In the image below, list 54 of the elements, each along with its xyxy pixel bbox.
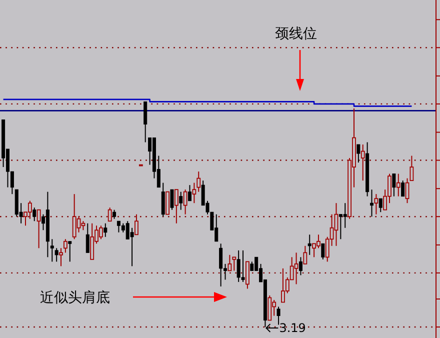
candlestick	[294, 252, 298, 285]
candlestick	[228, 254, 232, 272]
candlestick	[104, 222, 108, 238]
candlestick	[54, 248, 58, 262]
candlestick	[334, 202, 338, 246]
candlestick	[166, 191, 170, 215]
candlestick	[32, 207, 36, 222]
candlestick	[360, 144, 365, 182]
candlestick	[392, 173, 396, 197]
candlestick	[232, 256, 236, 272]
candlestick	[59, 248, 63, 267]
candlestick	[170, 189, 174, 210]
candlestick	[174, 189, 178, 224]
candlestick	[68, 240, 72, 262]
candlestick	[112, 209, 116, 220]
candlestick	[86, 222, 90, 254]
candlestick	[308, 234, 312, 256]
candlestick	[298, 256, 302, 276]
candlestick	[246, 261, 250, 290]
candlestick	[276, 306, 280, 326]
candlestick	[28, 200, 32, 220]
candlestick	[410, 155, 414, 182]
candlestick	[196, 171, 201, 192]
candlestick	[50, 238, 54, 262]
candlestick	[374, 194, 378, 215]
candlestick	[343, 202, 347, 228]
candlestick	[81, 220, 86, 231]
candlestick	[36, 209, 41, 249]
candlestick	[303, 245, 308, 264]
candlestick	[90, 222, 94, 260]
annotation: 近似头肩底	[40, 290, 110, 306]
candlestick	[405, 178, 410, 204]
candlestick	[130, 227, 134, 267]
candlestick	[64, 238, 68, 254]
candlestick	[179, 191, 183, 210]
candlestick	[72, 194, 76, 240]
candlestick	[396, 173, 400, 197]
candlestick	[108, 207, 112, 222]
candlestick	[183, 189, 188, 215]
candlestick	[268, 294, 272, 321]
text: 颈线位	[275, 26, 317, 42]
candlestick	[219, 243, 223, 287]
candlestick	[401, 180, 405, 197]
candlestick	[192, 182, 196, 204]
candlestick	[370, 189, 374, 218]
candlestick	[161, 182, 165, 218]
candlestick	[134, 214, 138, 236]
candlestick	[321, 243, 325, 260]
candlestick	[144, 101, 148, 143]
candlestick	[250, 261, 254, 272]
annotation: 3.19	[279, 321, 306, 335]
candlestick	[188, 184, 192, 202]
candlestick	[356, 144, 360, 164]
candlestick	[378, 198, 382, 213]
